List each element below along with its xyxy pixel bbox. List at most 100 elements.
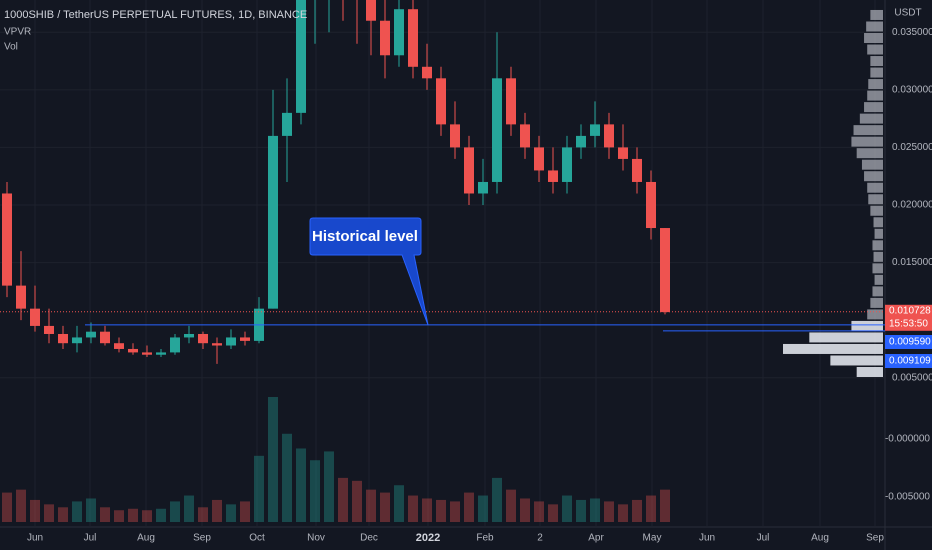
volume-bar	[604, 501, 614, 522]
price-tag	[885, 354, 932, 368]
volume-bar	[184, 495, 194, 522]
candle-body	[170, 337, 180, 353]
volume-bar	[380, 492, 390, 522]
candle-body	[436, 78, 446, 125]
vpvr-bar	[873, 217, 883, 228]
candle-body	[660, 228, 670, 313]
candle-body	[44, 325, 54, 334]
volume-bar	[632, 499, 642, 522]
volume-bar	[58, 507, 68, 522]
candle-body	[408, 9, 418, 67]
time-label: Apr	[588, 533, 604, 544]
candle-body	[464, 147, 474, 194]
candle-body	[450, 124, 460, 148]
vpvr-bar	[870, 205, 883, 216]
time-label: Sep	[193, 533, 211, 544]
volume-bar	[30, 499, 40, 522]
volume-bar	[408, 495, 418, 522]
price-tick-label: 0.005000	[892, 372, 932, 383]
vpvr-bar	[856, 148, 883, 159]
candle-body	[380, 20, 390, 56]
volume-bar	[422, 498, 432, 522]
vpvr-bar	[851, 136, 883, 147]
candle-body	[422, 66, 432, 79]
candle-body	[394, 9, 404, 56]
volume-bar	[618, 504, 628, 522]
candle-body	[296, 0, 306, 113]
candle-body	[478, 181, 488, 194]
time-label: Nov	[307, 533, 325, 544]
candle-body	[72, 337, 82, 344]
volume-bar	[464, 492, 474, 522]
candle-body	[142, 352, 152, 355]
vpvr-bar	[870, 56, 883, 67]
vpvr-bar	[809, 332, 883, 343]
candle-body	[604, 124, 614, 148]
volume-bar	[660, 489, 670, 522]
candle-body	[184, 333, 194, 338]
vpvr-bar	[851, 320, 883, 331]
time-label: Jun	[699, 533, 715, 544]
volume-bar	[492, 477, 502, 522]
volume-bar	[128, 508, 138, 522]
vpvr-bar	[872, 286, 883, 297]
time-label: Dec	[360, 533, 378, 544]
volume-bar	[2, 492, 12, 522]
candle-body	[86, 331, 96, 338]
vpvr-bar	[867, 182, 883, 193]
volume-bar	[142, 510, 152, 522]
volume-bar	[156, 508, 166, 522]
vpvr	[783, 9, 883, 377]
volume-pane	[2, 397, 670, 522]
candle-body	[646, 181, 656, 229]
candle-body	[506, 78, 516, 125]
candle-body	[548, 170, 558, 182]
price-tag-text: 0.010728	[889, 305, 931, 316]
price-tick-label: 0.035000	[892, 27, 932, 38]
volume-bar	[296, 448, 306, 522]
time-label: Jul	[84, 533, 97, 544]
volume-bar	[450, 501, 460, 522]
volume-bar	[436, 499, 446, 522]
vpvr-bar	[859, 113, 883, 124]
volume-bar	[16, 489, 26, 522]
candle-body	[30, 308, 40, 326]
volume-bar	[268, 397, 278, 522]
vpvr-bar	[866, 21, 883, 32]
volume-bar	[548, 504, 558, 522]
volume-bar	[366, 489, 376, 522]
volume-bar	[534, 501, 544, 522]
candle-body	[632, 158, 642, 182]
volume-bar	[576, 499, 586, 522]
vpvr-bar	[864, 171, 883, 182]
volume-bar	[198, 507, 208, 522]
volume-bar	[240, 501, 250, 522]
vpvr-bar	[867, 309, 883, 320]
volume-bar	[562, 495, 572, 522]
price-tick-label: 0.015000	[892, 257, 932, 268]
callout	[309, 217, 429, 326]
callout-text: Historical level	[312, 228, 418, 245]
candle-body	[366, 0, 376, 21]
indicator-label: VPVR	[4, 27, 31, 38]
price-tag-text: 0.009109	[889, 356, 931, 367]
candle-body	[520, 124, 530, 148]
vpvr-bar	[868, 194, 883, 205]
vpvr-bar	[870, 297, 883, 308]
time-label: Jun	[27, 533, 43, 544]
candle-body	[100, 331, 110, 344]
time-label: Feb	[476, 533, 494, 544]
candle-body	[58, 333, 68, 344]
price-tick-label: 0.030000	[892, 84, 932, 95]
volume-bar	[254, 455, 264, 522]
volume-bar	[114, 510, 124, 522]
time-label: 2	[537, 533, 543, 544]
candle-body	[240, 337, 250, 341]
candle-body	[212, 343, 222, 346]
volume-bar	[170, 501, 180, 522]
vpvr-bar	[853, 125, 883, 136]
time-label: Sep	[866, 533, 884, 544]
volume-bar	[324, 451, 334, 522]
time-label: Aug	[811, 533, 829, 544]
candle-body	[492, 78, 502, 182]
